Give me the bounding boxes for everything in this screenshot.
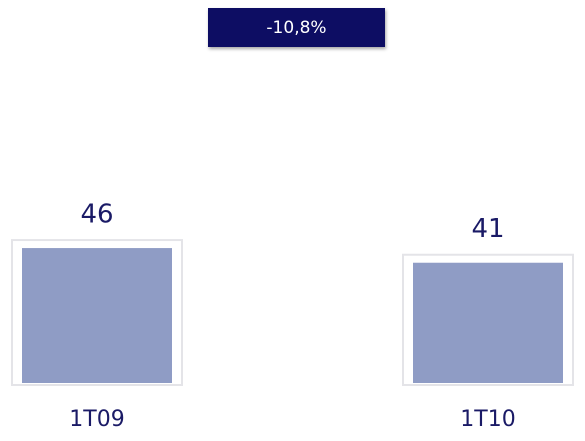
value-label: 46 bbox=[80, 200, 113, 230]
value-label: 41 bbox=[471, 214, 504, 244]
x-tick-label: 1T09 bbox=[69, 407, 124, 432]
bar-frame bbox=[11, 239, 183, 386]
bar-frame bbox=[402, 253, 574, 386]
x-tick-label: 1T10 bbox=[460, 407, 515, 432]
annotation: -10,8% bbox=[266, 18, 326, 38]
bar bbox=[22, 248, 172, 383]
bar bbox=[413, 262, 563, 383]
annotation-box bbox=[208, 8, 385, 47]
